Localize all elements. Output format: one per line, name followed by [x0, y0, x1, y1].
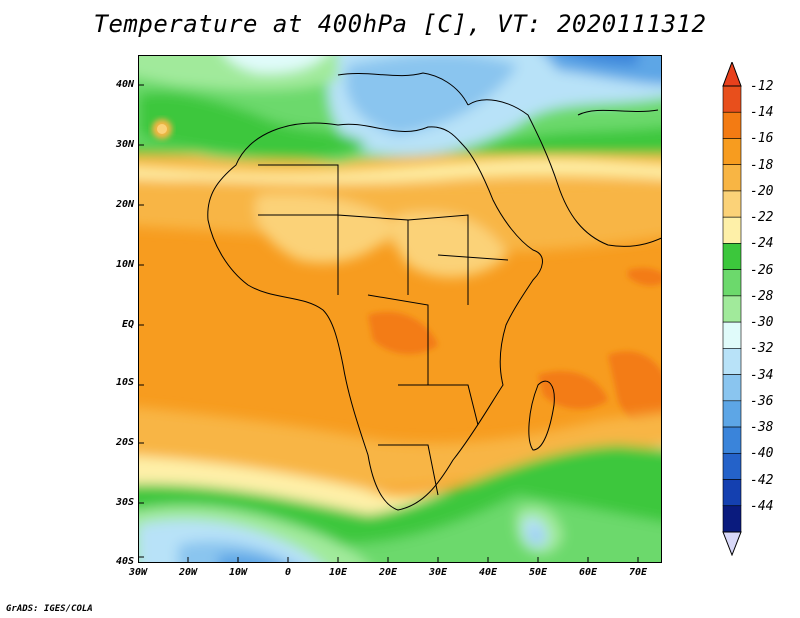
grads-credit: GrADS: IGES/COLA [6, 604, 93, 614]
lon-label-20e: 20E [378, 567, 398, 578]
lat-label-20n: 20N [115, 199, 134, 210]
lat-label-10s: 10S [115, 377, 134, 388]
colorbar-label: -42 [750, 472, 774, 488]
colorbar-label: -24 [750, 236, 774, 252]
colorbar-label: -44 [750, 498, 774, 514]
colorbar-label: -26 [750, 262, 774, 278]
lon-label-60e: 60E [578, 567, 598, 578]
colorbar-label: -28 [750, 288, 774, 304]
colorbar-top-arrow [722, 62, 742, 87]
colorbar-label: -20 [750, 183, 774, 199]
colorbar-label: -22 [750, 210, 774, 226]
colorbar-swatch [722, 138, 742, 166]
lat-label-30n: 30N [115, 139, 134, 150]
colorbar-label: -14 [750, 105, 774, 121]
colorbar-swatch [722, 374, 742, 402]
colorbar-swatch [722, 505, 742, 533]
temperature-map [138, 55, 662, 563]
colorbar-swatch [722, 269, 742, 297]
coastlines [207, 72, 662, 511]
colorbar [722, 62, 742, 556]
colorbar-label: -40 [750, 446, 774, 462]
lat-label-10n: 10N [115, 259, 134, 270]
colorbar-swatch [722, 426, 742, 454]
colorbar-label: -12 [750, 79, 774, 94]
colorbar-swatch [722, 85, 742, 113]
colorbar-swatch [722, 348, 742, 375]
colorbar-label: -30 [750, 315, 774, 331]
colorbar-label: -16 [750, 131, 774, 147]
lat-label-30s: 30S [115, 497, 134, 508]
colorbar-label: -36 [750, 393, 774, 409]
lon-label-10w: 10W [228, 567, 248, 578]
colorbar-label: -38 [750, 420, 774, 436]
colorbar-bottom-arrow [722, 531, 742, 556]
lat-label-20s: 20S [115, 437, 134, 448]
lon-label-50e: 50E [528, 567, 548, 578]
lat-label-40s: 40S [115, 556, 134, 567]
colorbar-swatch [722, 216, 742, 244]
temperature-field [138, 55, 662, 563]
lon-label-20w: 20W [178, 567, 198, 578]
lon-label-10e: 10E [328, 567, 348, 578]
colorbar-swatch [722, 479, 742, 507]
lon-label-30w: 30W [128, 567, 148, 578]
map-title: Temperature at 400hPa [C], VT: 202011131… [93, 10, 707, 38]
colorbar-swatch [722, 111, 742, 139]
colorbar-swatch [722, 295, 742, 323]
colorbar-swatch [722, 164, 742, 192]
colorbar-swatch [722, 190, 742, 218]
colorbar-swatch [722, 243, 742, 270]
colorbar-label: -34 [750, 367, 774, 383]
lon-label-0: 0 [284, 567, 292, 578]
lat-label-eq: EQ [121, 319, 134, 330]
lon-label-30e: 30E [428, 567, 448, 578]
lon-label-40e: 40E [478, 567, 498, 578]
colorbar-swatch [722, 400, 742, 428]
colorbar-label: -32 [750, 341, 774, 357]
colorbar-swatch [722, 321, 742, 349]
colorbar-swatch [722, 452, 742, 480]
colorbar-label: -18 [750, 157, 774, 173]
lon-label-70e: 70E [628, 567, 648, 578]
lat-label-40n: 40N [115, 79, 134, 90]
